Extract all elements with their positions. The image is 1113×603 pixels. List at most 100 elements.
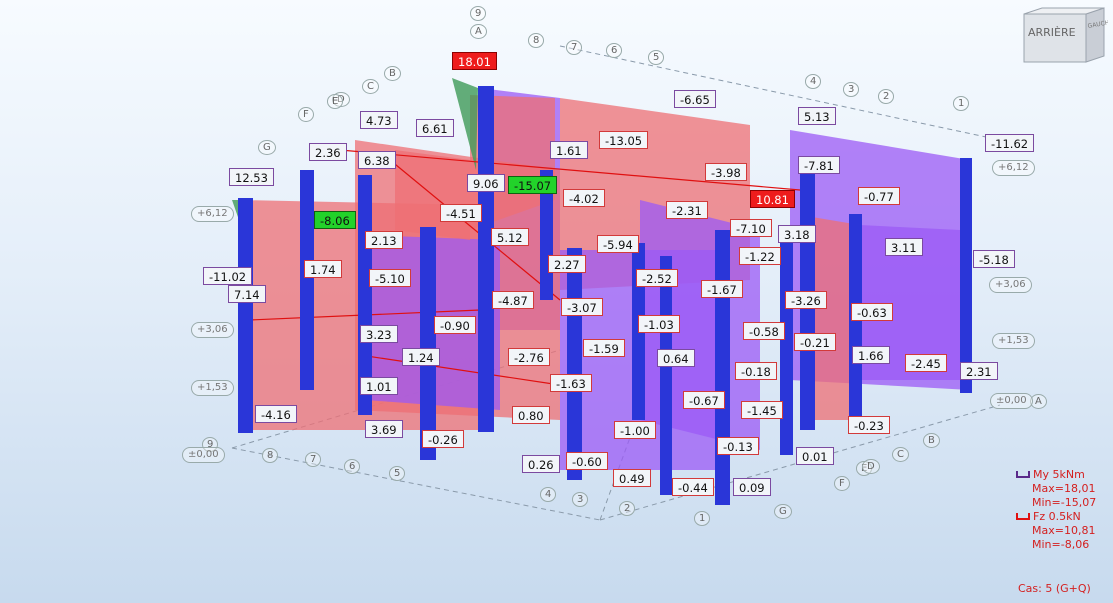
grid-axis-label: 5 xyxy=(389,466,406,481)
legend-my-title: My 5kNm xyxy=(1033,468,1085,481)
fz-value-label: -13.05 xyxy=(599,131,649,149)
fz-value-label: -0.63 xyxy=(851,303,893,321)
legend-fz-max: Max=10,81 xyxy=(1032,524,1096,537)
fz-value-label: -0.67 xyxy=(683,391,725,409)
level-label: +6,12 xyxy=(992,160,1035,176)
fz-value-label: -0.21 xyxy=(794,333,836,351)
my-value-label: -7.81 xyxy=(798,156,840,174)
my-value-label: 3.11 xyxy=(885,238,923,256)
fz-swatch-icon xyxy=(1016,513,1030,520)
column xyxy=(715,230,730,505)
fz-value-label: -0.60 xyxy=(566,452,608,470)
grid-axis-label: F xyxy=(298,107,314,122)
fz-value-label: -5.94 xyxy=(597,235,639,253)
grid-axis-label: C xyxy=(892,447,909,462)
my-value-label: 9.06 xyxy=(467,174,505,192)
fz-value-label: -1.22 xyxy=(739,247,781,265)
my-value-label: 1.24 xyxy=(402,348,440,366)
my-value-label: 0.09 xyxy=(733,478,771,496)
fz-value-label: -0.77 xyxy=(858,187,900,205)
grid-axis-label: A xyxy=(1030,394,1047,409)
column xyxy=(660,256,672,495)
grid-axis-label: E xyxy=(327,94,344,109)
my-diagram-panel xyxy=(860,225,960,380)
fz-value-label: -2.45 xyxy=(905,354,947,372)
my-value-label: 7.14 xyxy=(228,285,266,303)
level-label: +3,06 xyxy=(191,322,234,338)
grid-axis-label: 3 xyxy=(572,492,589,507)
column xyxy=(420,227,436,460)
column xyxy=(238,198,253,433)
fz-value-label: -1.03 xyxy=(638,315,680,333)
level-label: +1,53 xyxy=(191,380,234,396)
min-value-label: -15.07 xyxy=(508,176,558,194)
my-value-label: 0.26 xyxy=(522,455,560,473)
grid-axis-label: 1 xyxy=(694,511,711,526)
legend-fz-min: Min=-8,06 xyxy=(1032,538,1090,551)
load-case-label: Cas: 5 (G+Q) xyxy=(1018,582,1091,595)
max-value-label: 10.81 xyxy=(750,190,795,208)
fz-value-label: 2.13 xyxy=(365,231,403,249)
my-value-label: 1.66 xyxy=(852,346,890,364)
column xyxy=(478,86,494,432)
my-value-label: -11.62 xyxy=(985,134,1035,152)
grid-axis-label: G xyxy=(774,504,792,519)
beam-line xyxy=(339,149,801,191)
grid-axis-label: B xyxy=(923,433,940,448)
grid-axis-label: 4 xyxy=(540,487,557,502)
grid-line xyxy=(559,45,1001,141)
grid-axis-label: 7 xyxy=(566,40,583,55)
my-value-label: 2.36 xyxy=(309,143,347,161)
fz-value-label: -0.13 xyxy=(717,437,759,455)
column xyxy=(780,240,793,455)
fz-value-label: -1.67 xyxy=(701,280,743,298)
grid-axis-label: 3 xyxy=(843,82,860,97)
beam-line xyxy=(389,159,561,301)
grid-axis-label: 2 xyxy=(878,89,895,104)
grid-axis-label: D xyxy=(862,459,880,474)
min-value-label: -8.06 xyxy=(314,211,356,229)
fz-value-label: -7.10 xyxy=(730,219,772,237)
column xyxy=(960,158,972,393)
fz-value-label: -5.10 xyxy=(369,269,411,287)
my-value-label: -6.65 xyxy=(674,90,716,108)
fz-value-label: -2.52 xyxy=(636,269,678,287)
grid-axis-label: 8 xyxy=(528,33,545,48)
grid-axis-label: 8 xyxy=(262,448,279,463)
grid-axis-label: 2 xyxy=(619,501,636,516)
legend-fz-title: Fz 0.5kN xyxy=(1033,510,1081,523)
fz-value-label: -0.26 xyxy=(422,430,464,448)
grid-axis-label: F xyxy=(834,476,850,491)
grid-axis-label: 6 xyxy=(344,459,361,474)
grid-axis-label: G xyxy=(258,140,276,155)
my-value-label: 6.38 xyxy=(358,151,396,169)
level-label: +1,53 xyxy=(992,333,1035,349)
fz-value-label: -1.59 xyxy=(583,339,625,357)
grid-axis-label: 9 xyxy=(202,437,219,452)
view-cube-side-label: GAUCHE xyxy=(1087,19,1108,30)
fz-max-wedge xyxy=(452,78,478,170)
my-value-label: 0.01 xyxy=(796,447,834,465)
my-value-label: -5.18 xyxy=(973,250,1015,268)
fz-value-label: 5.12 xyxy=(491,228,529,246)
fz-value-label: 0.80 xyxy=(512,406,550,424)
column xyxy=(300,170,314,390)
grid-axis-label: 9 xyxy=(470,6,487,21)
legend: My 5kNm Max=18,01 Min=-15,07 Fz 0.5kN Ma… xyxy=(1016,468,1096,552)
legend-my-max: Max=18,01 xyxy=(1032,482,1096,495)
fz-value-label: -4.87 xyxy=(492,291,534,309)
view-cube[interactable]: ARRIÈRE GAUCHE xyxy=(1020,6,1108,66)
my-value-label: 2.31 xyxy=(960,362,998,380)
fz-value-label: -0.90 xyxy=(434,316,476,334)
my-value-label: -11.02 xyxy=(203,267,253,285)
grid-axis-label: 5 xyxy=(648,50,665,65)
fz-value-label: -0.18 xyxy=(735,362,777,380)
fz-value-label: -1.00 xyxy=(614,421,656,439)
my-value-label: 12.53 xyxy=(229,168,274,186)
fz-value-label: 1.74 xyxy=(304,260,342,278)
my-value-label: 1.01 xyxy=(360,377,398,395)
grid-axis-label: A xyxy=(470,24,487,39)
fz-value-label: -2.31 xyxy=(666,201,708,219)
level-label: +3,06 xyxy=(989,277,1032,293)
